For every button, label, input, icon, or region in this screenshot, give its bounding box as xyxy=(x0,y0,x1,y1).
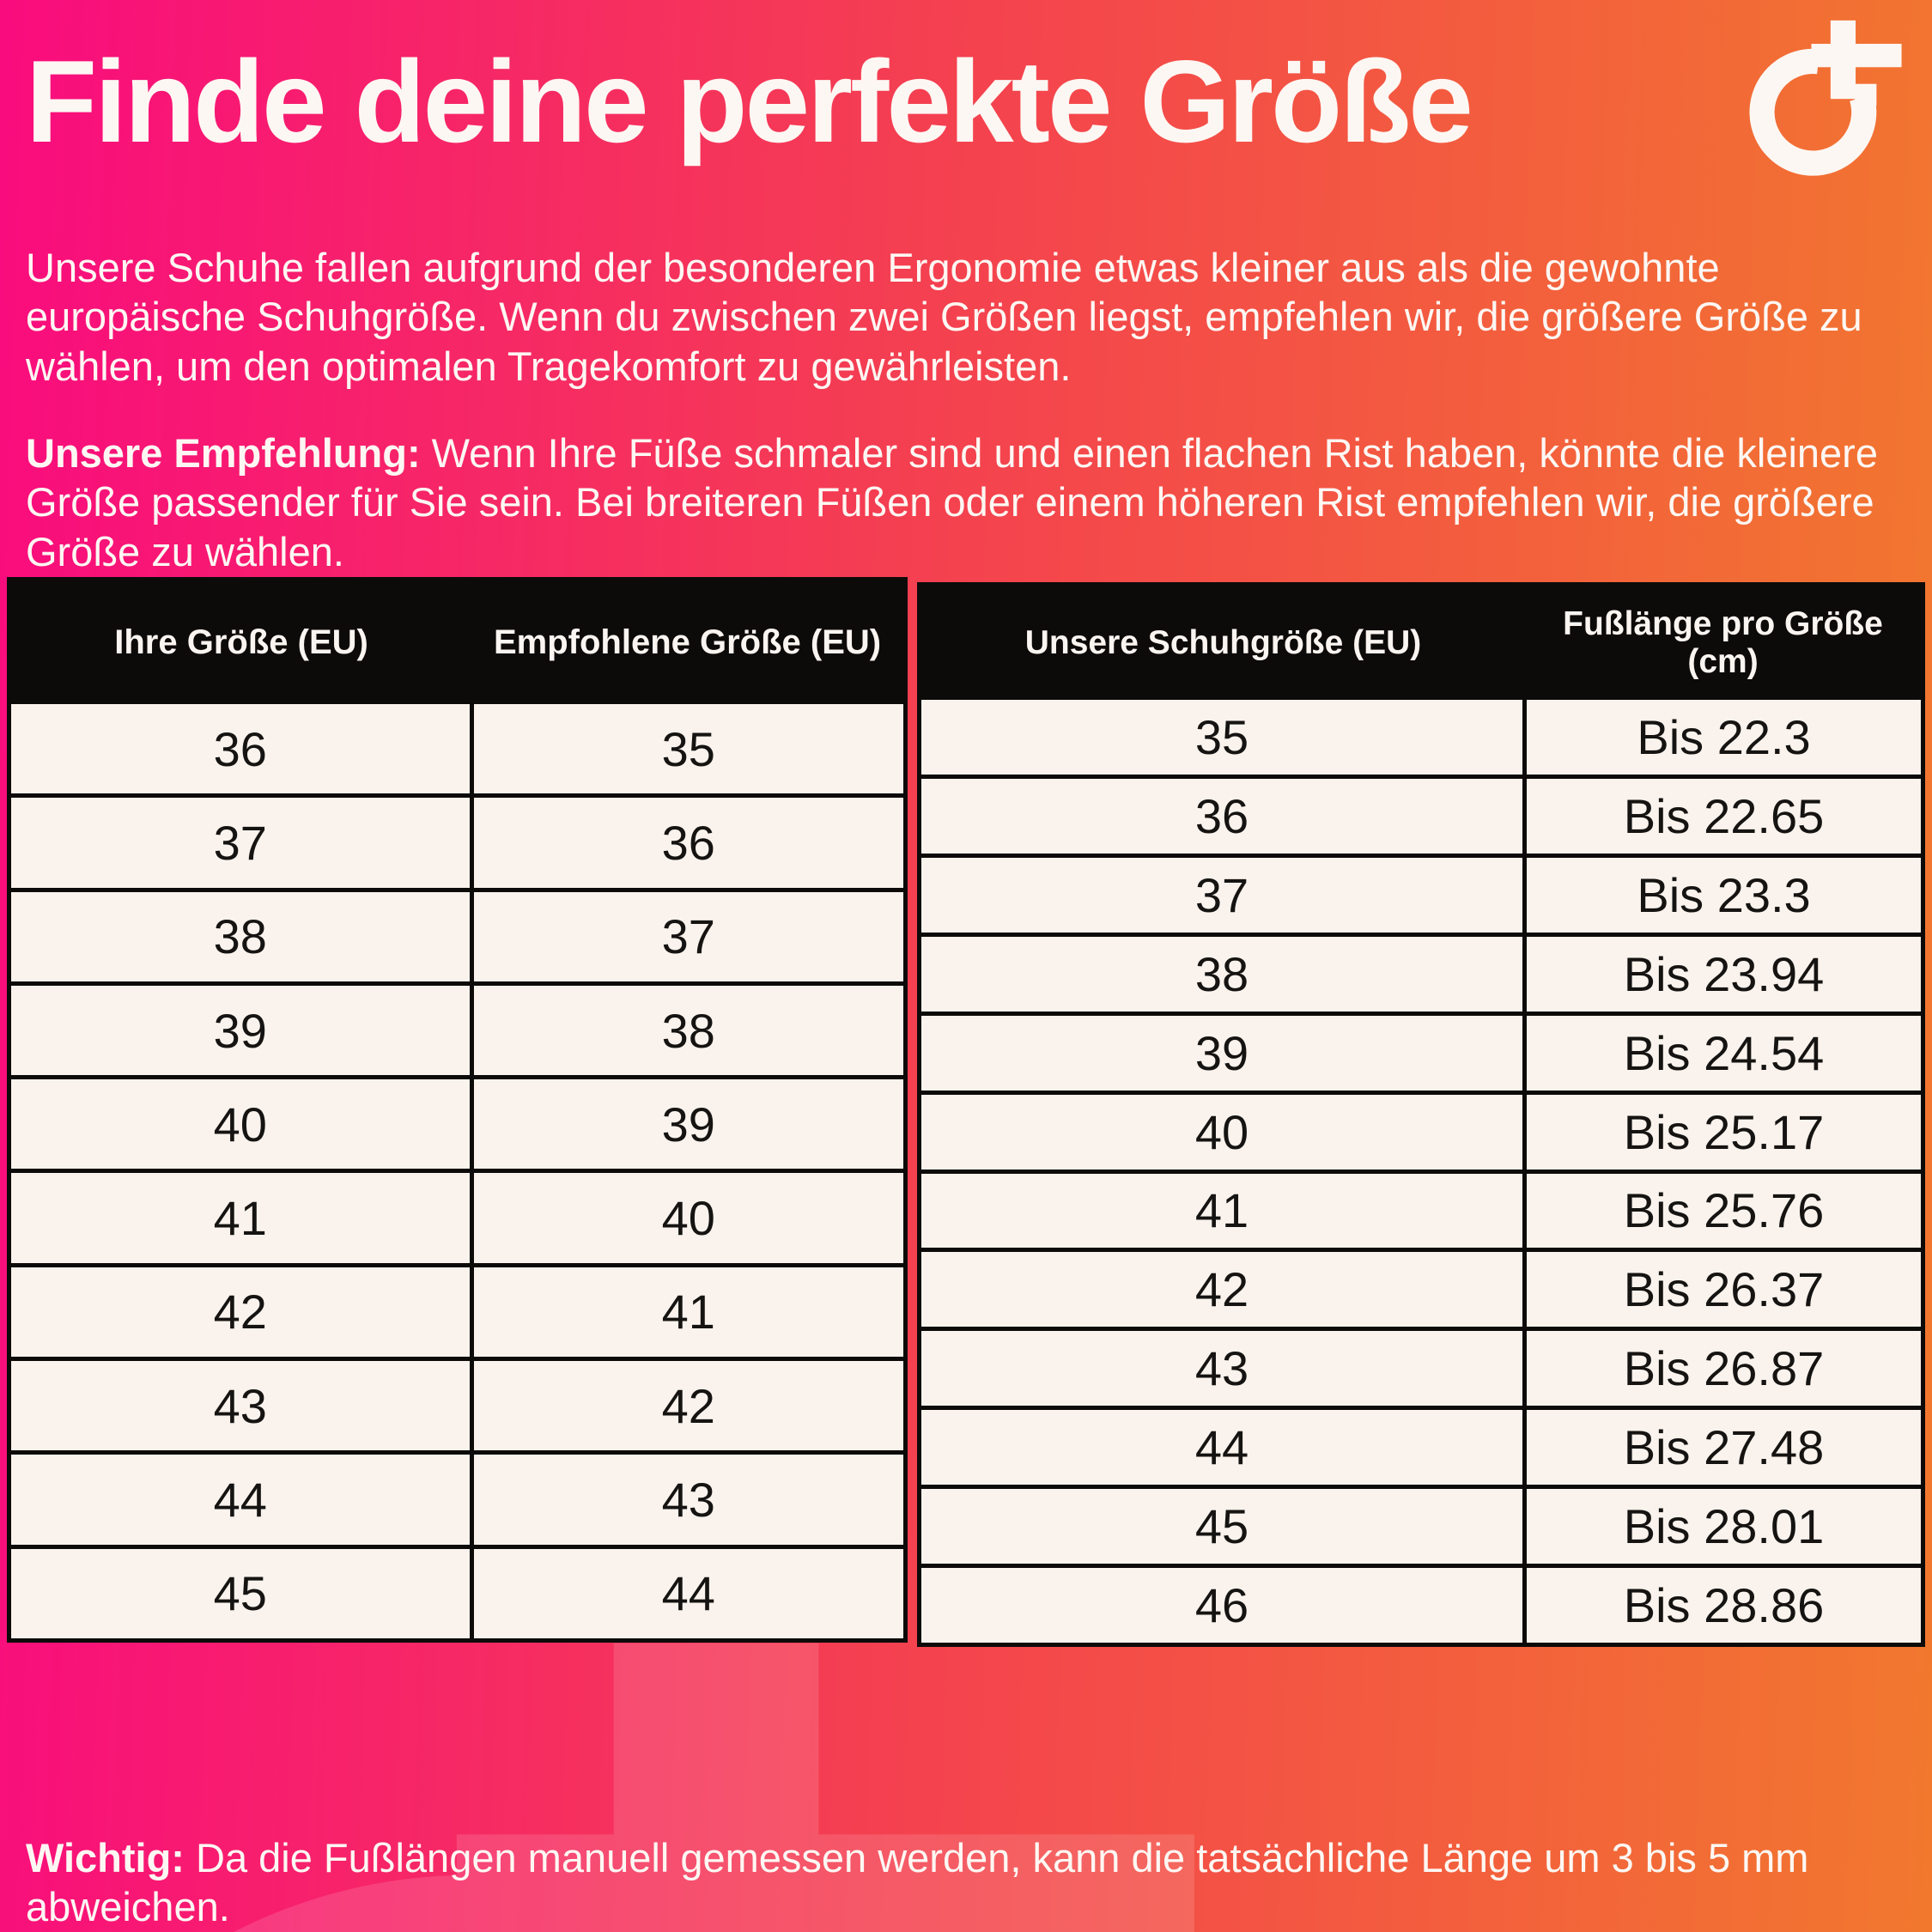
table-row: 45 Bis 28.01 xyxy=(921,1485,1921,1564)
table-cell: 41 xyxy=(469,1267,903,1358)
table-cell: 37 xyxy=(1194,867,1249,922)
table-body: 36 35 37 36 38 37 39 38 40 39 41 40 42 41 43 42 44 43 45 44 xyxy=(11,704,903,1638)
table-row: 37 Bis 23.3 xyxy=(921,853,1921,933)
table-cell: Bis 26.87 xyxy=(1522,1331,1921,1406)
table-cell: Bis 28.01 xyxy=(1522,1489,1921,1564)
table-cell: Bis 22.3 xyxy=(1522,700,1921,775)
table-cell: 38 xyxy=(213,909,267,964)
intro-text: Unsere Schuhe fallen aufgrund der besond… xyxy=(26,245,1862,389)
recommendation-label: Unsere Empfehlung: xyxy=(26,430,421,476)
table-cell: 42 xyxy=(213,1285,267,1340)
table-cell: Bis 23.94 xyxy=(1522,936,1921,1012)
table-cell: 46 xyxy=(1194,1578,1249,1633)
table-cell: Bis 25.17 xyxy=(1522,1094,1921,1170)
column-header-recommended-size: Empfohlene Größe (EU) xyxy=(493,623,882,661)
table-cell: 35 xyxy=(1194,709,1249,764)
recommendation-text: Unsere Empfehlung: Wenn Ihre Füße schmal… xyxy=(26,428,1908,576)
important-note-label: Wichtig: xyxy=(26,1835,185,1880)
table-row: 36 Bis 22.65 xyxy=(921,774,1921,854)
table-row: 37 36 xyxy=(11,793,903,888)
table-row: 40 Bis 25.17 xyxy=(921,1090,1921,1170)
table-cell: 38 xyxy=(1194,946,1249,1001)
column-header-your-size: Ihre Größe (EU) xyxy=(114,623,368,661)
table-cell: 39 xyxy=(1194,1025,1249,1080)
table-header: Ihre Größe (EU) Empfohlene Größe (EU) xyxy=(11,581,903,704)
table-row: 44 43 xyxy=(11,1450,903,1545)
important-note: Wichtig: Da die Fußlängen manuell gemess… xyxy=(26,1833,1908,1932)
table-row: 38 37 xyxy=(11,887,903,981)
table-cell: 36 xyxy=(1194,788,1249,843)
table-cell: 43 xyxy=(469,1455,903,1545)
table-cell: 41 xyxy=(213,1191,267,1246)
table-cell: 40 xyxy=(1194,1104,1249,1159)
table-row: 42 Bis 26.37 xyxy=(921,1248,1921,1327)
table-cell: 36 xyxy=(213,721,267,776)
table-cell: 37 xyxy=(213,815,267,870)
column-header-foot-length: Fußlänge pro Größe (cm) xyxy=(1563,605,1883,680)
table-cell: 35 xyxy=(469,704,903,794)
table-cell: Bis 24.54 xyxy=(1522,1015,1921,1091)
table-cell: 40 xyxy=(469,1173,903,1263)
table-cell: Bis 26.37 xyxy=(1522,1252,1921,1327)
table-cell: 42 xyxy=(469,1361,903,1451)
table-cell: 43 xyxy=(213,1378,267,1433)
table-row: 40 39 xyxy=(11,1075,903,1170)
recommendation-body: Wenn Ihre Füße schmaler sind und einen f… xyxy=(26,430,1878,574)
table-cell: 40 xyxy=(213,1097,267,1151)
table-row: 44 Bis 27.48 xyxy=(921,1406,1921,1485)
table-cell: 43 xyxy=(1194,1341,1249,1396)
table-cell: 42 xyxy=(1194,1262,1249,1317)
column-header-our-shoe-size: Unsere Schuhgröße (EU) xyxy=(1024,624,1422,661)
table-row: 41 Bis 25.76 xyxy=(921,1169,1921,1249)
table-cell: 36 xyxy=(469,798,903,888)
important-note-body: Da die Fußlängen manuell gemessen werden… xyxy=(26,1835,1809,1930)
table-cell: 37 xyxy=(469,891,903,981)
table-row: 42 41 xyxy=(11,1262,903,1358)
table-cell: Bis 25.76 xyxy=(1522,1173,1921,1249)
table-cell: 44 xyxy=(469,1548,903,1638)
table-body: 35 Bis 22.3 36 Bis 22.65 37 Bis 23.3 38 Bis 23.… xyxy=(921,700,1921,1643)
table-cell: 44 xyxy=(213,1473,267,1528)
table-cell: 39 xyxy=(469,1079,903,1170)
table-cell: Bis 23.3 xyxy=(1522,857,1921,933)
table-row: 46 Bis 28.86 xyxy=(921,1564,1921,1643)
table-row: 38 Bis 23.94 xyxy=(921,932,1921,1012)
table-cell: 44 xyxy=(1194,1420,1249,1475)
table-row: 43 42 xyxy=(11,1357,903,1451)
size-conversion-table: Ihre Größe (EU) Empfohlene Größe (EU) 36… xyxy=(7,577,908,1643)
table-cell: Bis 22.65 xyxy=(1522,778,1921,854)
table-row: 39 Bis 24.54 xyxy=(921,1011,1921,1091)
table-cell: 38 xyxy=(469,985,903,1076)
table-row: 35 Bis 22.3 xyxy=(921,700,1921,775)
foot-length-table: Unsere Schuhgröße (EU) Fußlänge pro Größ… xyxy=(917,582,1925,1647)
table-cell: 41 xyxy=(1194,1183,1249,1238)
table-cell: 45 xyxy=(1194,1499,1249,1554)
brand-logo-circle-plus-icon xyxy=(1749,20,1902,176)
table-row: 39 38 xyxy=(11,981,903,1076)
table-row: 45 44 xyxy=(11,1544,903,1638)
table-row: 43 Bis 26.87 xyxy=(921,1327,1921,1406)
table-cell: 45 xyxy=(213,1566,267,1621)
table-header: Unsere Schuhgröße (EU) Fußlänge pro Größ… xyxy=(921,586,1921,700)
table-cell: 39 xyxy=(213,1003,267,1058)
table-cell: Bis 28.86 xyxy=(1522,1568,1921,1643)
page-title: Finde deine perfekte Größe xyxy=(26,36,1473,167)
table-row: 36 35 xyxy=(11,704,903,794)
table-cell: Bis 27.48 xyxy=(1522,1410,1921,1485)
table-row: 41 40 xyxy=(11,1169,903,1263)
